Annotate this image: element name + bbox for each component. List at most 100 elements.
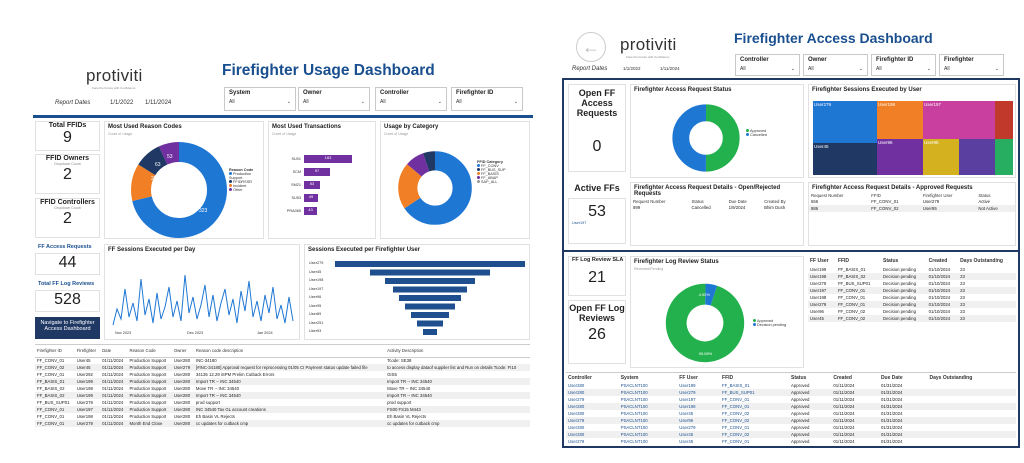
table-row[interactable]: User198 FF_BASIS_02 Decision pending 01/10/… <box>808 273 1016 280</box>
filter-owner[interactable]: Owner All ⌄ <box>298 87 370 111</box>
date-to[interactable]: 1/11/2024 <box>660 66 680 71</box>
bar[interactable]: 183 <box>304 154 352 163</box>
table-row[interactable]: FF_CONV_01 User198 01/11/2024 Production Su… <box>35 413 530 420</box>
table-row[interactable]: User280 PSACLNT100 User45 FF_CONV_02 Approve… <box>566 431 1016 438</box>
review-status-donut[interactable]: 4.92% 95.08% <box>665 283 745 363</box>
table-row[interactable]: FF_BASIS_01 User199 01/11/2024 Production S… <box>35 378 530 385</box>
legend-item[interactable]: Decision pending <box>753 323 786 327</box>
col-header[interactable]: Status <box>791 374 807 381</box>
col-header[interactable]: System <box>620 374 639 381</box>
treemap[interactable]: User279 User45 User198 User96 User197 Us… <box>813 101 1013 175</box>
treemap-cell[interactable]: User197 <box>923 101 995 139</box>
sessions-user-funnel[interactable] <box>335 261 525 341</box>
table-row[interactable]: FF_BASIS_02 User198 01/11/2024 Production S… <box>35 385 530 392</box>
legend-item[interactable]: Other <box>229 188 263 192</box>
col-header[interactable]: Days Outstanding <box>929 374 973 381</box>
table-row[interactable]: User198 FF_CONV_01 Decision pending 01/10/2… <box>808 294 1016 301</box>
col-header[interactable]: Controller <box>568 374 592 381</box>
treemap-cell[interactable] <box>959 139 995 175</box>
bar[interactable]: 97 <box>304 167 330 176</box>
col-header[interactable]: Request Number <box>633 199 666 204</box>
filter-controller[interactable]: Controller All ⌄ <box>735 54 800 76</box>
col-header[interactable]: Created <box>928 258 948 264</box>
table-row[interactable]: FF_CONV_01 User279 01/11/2024 Month End Clo… <box>35 420 530 427</box>
legend-item[interactable]: FF_BUS_SUP <box>477 168 505 172</box>
table-row[interactable]: 556 FF_CONV_01 User279 Active <box>811 199 991 204</box>
bar[interactable]: 49 <box>304 193 318 202</box>
legend-item[interactable]: SAP_ALL <box>477 180 505 184</box>
date-to[interactable]: 1/11/2024 <box>145 100 172 106</box>
col-header[interactable]: Status <box>691 199 704 204</box>
filter-firefighter[interactable]: Firefighter All ⌄ <box>939 54 1004 76</box>
table-row[interactable]: FF_BUS_SUP01 User279 01/11/2024 Production … <box>35 399 530 406</box>
filter-owner[interactable]: Owner All ⌄ <box>803 54 868 76</box>
col-header[interactable]: Created <box>833 374 852 381</box>
col-header[interactable]: Days Outstanding <box>960 258 1003 264</box>
table-row[interactable]: 899 Cancelled 1/9/2024 Bhim Dush <box>633 205 786 210</box>
legend-item[interactable]: FFIDRSSR <box>229 180 263 184</box>
table-row[interactable]: User280 PSACLNT100 User279 FF_BUS_SUP01 Appr… <box>566 389 1016 396</box>
request-status-donut[interactable] <box>671 103 741 173</box>
filter-system[interactable]: System All ⌄ <box>224 87 296 111</box>
table-row[interactable]: User199 FF_BASIS_01 Decision pending 01/10/… <box>808 266 1016 273</box>
col-header[interactable]: FFID <box>722 374 734 381</box>
date-from[interactable]: 1/1/2022 <box>110 100 134 106</box>
table-row[interactable]: User279 PSACLNT100 User96 FF_CONV_02 Approve… <box>566 417 1016 424</box>
treemap-cell[interactable]: User95 <box>923 139 959 175</box>
col-header[interactable]: Activity Description <box>387 348 424 354</box>
col-header[interactable]: Due Date <box>728 199 747 204</box>
treemap-cell[interactable] <box>995 101 1013 139</box>
reason-codes-donut[interactable]: 323 29 63 53 <box>129 140 229 240</box>
filter-firefighter-id[interactable]: Firefighter ID All ⌄ <box>451 87 523 111</box>
filter-controller[interactable]: Controller All ⌄ <box>375 87 447 111</box>
table-row[interactable]: User280 PSACLNT100 User279 FF_CONV_01 Approv… <box>566 424 1016 431</box>
navigate-access-dashboard-button[interactable]: Navigate to Firefighter Access Dashboard <box>35 317 100 339</box>
legend-item[interactable]: Cancelled <box>746 133 767 137</box>
col-header[interactable]: Request Number <box>811 193 844 198</box>
col-header[interactable]: Reason Code <box>129 348 156 354</box>
col-header[interactable]: Firefighter ID <box>37 348 62 354</box>
table-row[interactable]: User280 PSACLNT100 User198 FF_CONV_01 Approv… <box>566 403 1016 410</box>
table-row[interactable]: FF_CONV_01 User45 01/11/2024 Production Sup… <box>35 357 530 364</box>
legend-item[interactable]: FF_ABAP <box>477 176 505 180</box>
table-row[interactable]: User279 FF_BUS_SUP01 Decision pending 01/10… <box>808 280 1016 287</box>
col-header[interactable]: Due Date <box>880 374 903 381</box>
treemap-cell[interactable]: User96 <box>877 139 923 175</box>
treemap-cell[interactable] <box>995 139 1013 175</box>
legend-item[interactable]: Production Support <box>229 172 252 180</box>
table-row[interactable]: FF_BASIS_02 User199 01/11/2024 Production S… <box>35 392 530 399</box>
col-header[interactable]: Status <box>978 193 991 198</box>
table-row[interactable]: User279 FF_CONV_01 Decision pending 01/10/2… <box>808 301 1016 308</box>
col-header[interactable]: FF User <box>810 258 829 264</box>
treemap-cell[interactable]: User198 <box>877 101 923 139</box>
table-row[interactable]: User45 FF_CONV_02 Decision pending 01/10/20… <box>808 315 1016 322</box>
table-row[interactable]: FF_CONV_02 User45 01/11/2024 Production Sup… <box>35 364 530 371</box>
col-header[interactable]: FF User <box>679 374 698 381</box>
legend-item[interactable]: Incident <box>229 184 263 188</box>
table-row[interactable]: User280 PSACLNT100 User45 FF_CONV_02 Approve… <box>566 410 1016 417</box>
table-row[interactable]: 886 FF_CONV_02 User95 Not Active <box>809 205 1015 212</box>
col-header[interactable]: FFID <box>837 258 850 264</box>
table-row[interactable]: User280 PSACLNT100 User199 FF_BASIS_01 Appro… <box>566 382 1016 389</box>
filter-firefighter-id[interactable]: Firefighter ID All ⌄ <box>871 54 936 76</box>
treemap-cell[interactable]: User45 <box>813 143 877 175</box>
date-from[interactable]: 1/1/2022 <box>623 66 641 71</box>
col-header[interactable]: Owner <box>173 348 187 354</box>
legend-item[interactable]: FF_BASIS <box>477 172 505 176</box>
category-donut[interactable] <box>395 148 475 228</box>
sessions-day-line[interactable] <box>111 259 297 329</box>
table-row[interactable]: User279 PSACLNT100 User197 FF_CONV_01 Approv… <box>566 396 1016 403</box>
col-header[interactable]: Status <box>883 258 899 264</box>
col-header[interactable]: FFID <box>871 193 881 198</box>
table-row[interactable]: User279 PSACLNT100 User45 FF_CONV_01 Approve… <box>566 438 1016 445</box>
treemap-cell[interactable]: User279 <box>813 101 877 143</box>
legend-item[interactable]: Approved <box>746 129 767 133</box>
legend-item[interactable]: FF_CONV <box>477 164 505 168</box>
col-header[interactable]: Date <box>102 348 112 354</box>
col-header[interactable]: Reason code description <box>195 348 244 354</box>
bar[interactable]: 43 <box>304 206 317 215</box>
legend-item[interactable]: Approved <box>753 319 786 323</box>
col-header[interactable]: Firefighter <box>76 348 97 354</box>
table-row[interactable]: FF_CONV_01 User292 01/11/2024 Production Su… <box>35 371 530 378</box>
table-row[interactable]: User197 FF_CONV_01 Decision pending 01/10/2… <box>808 287 1016 294</box>
